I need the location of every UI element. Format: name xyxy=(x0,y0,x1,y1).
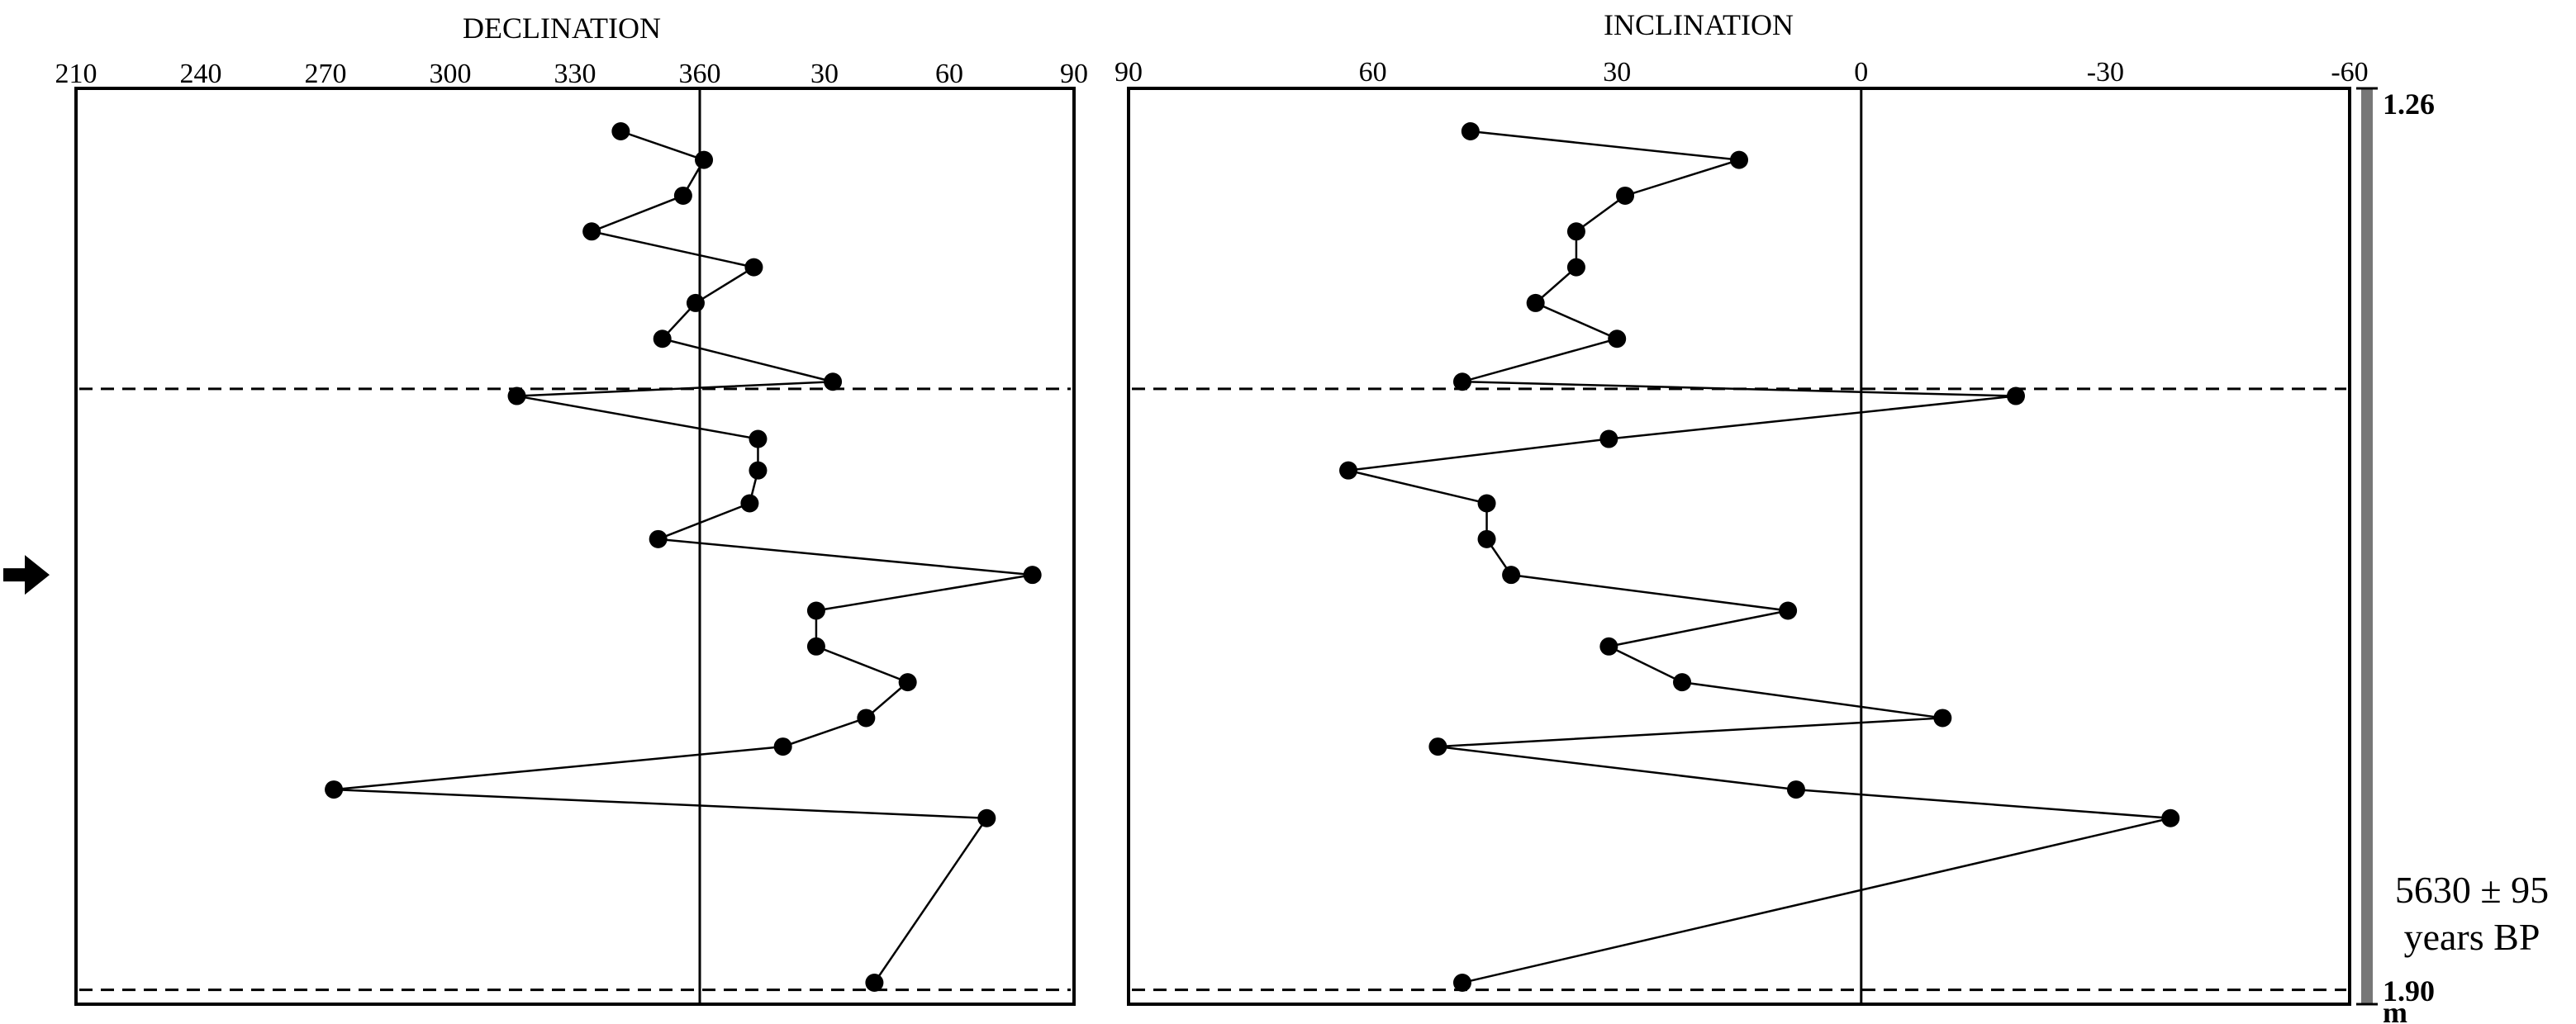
dec-tick-label: 300 xyxy=(430,59,472,89)
inc-data-point xyxy=(1673,673,1692,692)
depth-bar xyxy=(2361,88,2373,1004)
inc-data-point xyxy=(1461,121,1480,140)
declination-series-line xyxy=(333,130,1033,984)
declination-panel: DECLINATION 210 240 270 300 330 360 30 60 90 xyxy=(55,12,1089,1006)
dec-tick-label: 360 xyxy=(679,59,721,89)
inc-tick-label: -60 xyxy=(2331,57,2368,88)
depth-top-label: 1.26 xyxy=(2383,88,2435,121)
dec-data-point xyxy=(653,329,672,348)
right-arrow-icon xyxy=(3,555,50,595)
inclination-points xyxy=(1339,121,2180,993)
dec-tick-label: 30 xyxy=(810,59,839,89)
declination-points xyxy=(325,121,1042,993)
declination-tick-labels: 210 240 270 300 330 360 30 60 90 xyxy=(55,59,1089,89)
age-annotation: 5630 ± 95 years BP xyxy=(2395,869,2549,958)
inc-data-point xyxy=(1933,709,1952,728)
dec-data-point xyxy=(695,150,714,169)
inc-tick-label: 30 xyxy=(1603,57,1631,88)
dec-tick-label: 270 xyxy=(305,59,347,89)
declination-frame xyxy=(74,87,1076,1006)
dec-data-point xyxy=(611,121,630,140)
inc-data-point xyxy=(1779,601,1798,620)
inc-data-point xyxy=(1786,780,1805,799)
inc-data-point xyxy=(1477,529,1496,548)
inc-data-point xyxy=(1428,737,1447,756)
dec-data-point xyxy=(1023,566,1042,585)
dec-data-point xyxy=(325,780,344,799)
inclination-frame xyxy=(1127,87,2351,1006)
dec-data-point xyxy=(977,808,996,827)
inc-data-point xyxy=(1730,150,1748,169)
inc-data-point xyxy=(1566,258,1585,277)
inc-tick-label: 60 xyxy=(1359,57,1387,88)
dec-data-point xyxy=(649,529,668,548)
inc-data-point xyxy=(1477,494,1496,513)
inc-tick-label: 90 xyxy=(1115,57,1143,88)
dec-data-point xyxy=(744,258,763,277)
dec-data-point xyxy=(898,673,917,692)
inc-tick-label: 0 xyxy=(1854,57,1868,88)
inc-data-point xyxy=(1616,186,1635,205)
dec-data-point xyxy=(806,601,825,620)
inc-data-point xyxy=(1339,461,1358,480)
dec-data-point xyxy=(582,222,601,241)
inc-data-point xyxy=(1566,222,1585,241)
declination-title: DECLINATION xyxy=(463,12,661,45)
inc-data-point xyxy=(1452,372,1471,391)
dec-data-point xyxy=(749,461,768,480)
dec-data-point xyxy=(806,637,825,656)
age-value: 5630 ± 95 xyxy=(2395,869,2549,911)
dec-tick-label: 90 xyxy=(1060,59,1088,89)
depth-unit-label: m xyxy=(2383,996,2407,1024)
dec-data-point xyxy=(857,709,876,728)
dec-data-point xyxy=(773,737,792,756)
dec-data-point xyxy=(686,293,705,312)
dec-tick-label: 60 xyxy=(935,59,963,89)
dec-data-point xyxy=(673,186,692,205)
declination-dashed-lines xyxy=(79,387,1071,992)
dec-tick-label: 240 xyxy=(180,59,222,89)
inc-data-point xyxy=(1599,637,1618,656)
inclination-tick-labels: 90 60 30 0 -30 -60 xyxy=(1115,57,2369,88)
inc-data-point xyxy=(1502,566,1521,585)
depth-bottom-label: 1.90 xyxy=(2383,974,2435,1007)
inclination-series-line xyxy=(1347,130,2171,984)
inc-data-point xyxy=(1526,293,1545,312)
age-unit: years BP xyxy=(2404,916,2540,958)
dec-tick-label: 210 xyxy=(55,59,97,89)
depth-axis: 1.26 1.90 m xyxy=(2356,87,2435,1024)
inc-tick-label: -30 xyxy=(2087,57,2124,88)
inc-data-point xyxy=(2007,386,2026,405)
inc-data-point xyxy=(1608,329,1627,348)
inc-data-point xyxy=(2161,808,2180,827)
dec-data-point xyxy=(740,494,759,513)
dec-data-point xyxy=(824,372,843,391)
inc-data-point xyxy=(1599,429,1618,448)
dec-data-point xyxy=(507,386,526,405)
dec-data-point xyxy=(865,974,884,993)
inclination-title: INCLINATION xyxy=(1604,8,1794,41)
dec-tick-label: 330 xyxy=(554,59,596,89)
dec-data-point xyxy=(749,429,768,448)
inclination-panel: INCLINATION 90 60 30 0 -30 -60 xyxy=(1115,8,2369,1006)
inc-data-point xyxy=(1452,974,1471,993)
